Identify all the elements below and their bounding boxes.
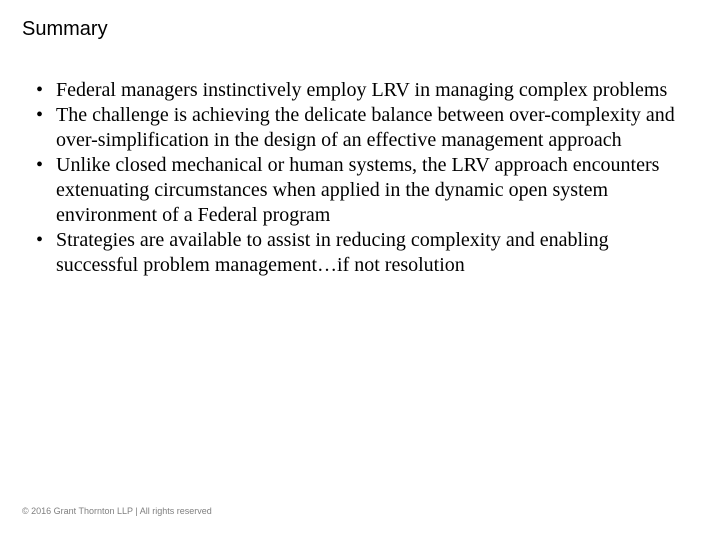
slide-content: Federal managers instinctively employ LR… <box>32 78 690 278</box>
list-item: Federal managers instinctively employ LR… <box>32 78 690 103</box>
slide-title: Summary <box>22 18 108 41</box>
footer-copyright: © 2016 Grant Thornton LLP | All rights r… <box>22 506 212 516</box>
list-item: The challenge is achieving the delicate … <box>32 103 690 153</box>
list-item: Strategies are available to assist in re… <box>32 228 690 278</box>
bullet-list: Federal managers instinctively employ LR… <box>32 78 690 278</box>
list-item: Unlike closed mechanical or human system… <box>32 153 690 228</box>
